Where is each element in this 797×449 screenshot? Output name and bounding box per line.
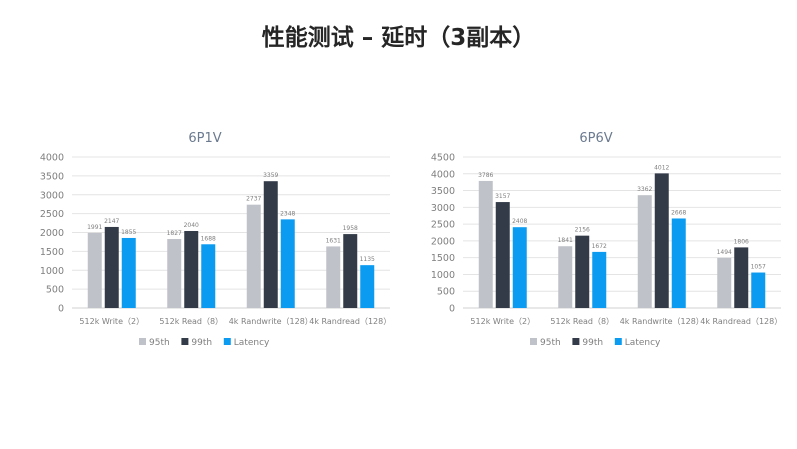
chart1-legend-swatch: [614, 338, 622, 345]
chart1-category-label: 512k Read（8）: [550, 317, 614, 326]
chart0-data-label: 1688: [201, 235, 216, 242]
chart1-ytick-label: 1000: [431, 270, 455, 281]
chart1-bar-95th: [717, 257, 732, 308]
chart0-ytick-label: 3500: [40, 171, 64, 182]
chart1-data-label: 2156: [575, 227, 590, 234]
chart0-bar-99th: [343, 234, 358, 308]
chart0-data-label: 1958: [343, 225, 358, 232]
chart1-data-label: 1806: [734, 238, 749, 245]
chart1-data-label: 3362: [637, 186, 652, 193]
chart-6p1v-svg: 6P1V 0 500 1000 1500 2000 2500 3000 3500 4000 1991…: [40, 131, 391, 348]
chart0-bar-latency: [201, 244, 216, 308]
chart1-data-label: 1494: [717, 249, 732, 256]
chart1-category-label: 4k Randread（128）: [700, 317, 782, 326]
chart1-ytick-label: 0: [449, 304, 455, 315]
chart0-title: 6P1V: [188, 131, 221, 146]
chart1-data-label: 2408: [512, 218, 527, 225]
chart0-ytick-label: 1500: [40, 247, 64, 258]
chart0-data-label: 3359: [263, 172, 278, 179]
chart0-data-label: 2348: [280, 210, 295, 217]
chart0-legend-label: 95th: [149, 338, 170, 348]
chart0-bar-99th: [263, 181, 278, 308]
chart1-ytick-label: 4000: [431, 169, 455, 180]
chart1-legend-label: Latency: [625, 338, 661, 348]
chart0-data-label: 2040: [184, 222, 199, 229]
chart0-ytick-label: 0: [58, 304, 64, 315]
chart1-data-label: 3786: [478, 172, 493, 179]
chart0-bar-latency: [280, 219, 295, 308]
chart1-title: 6P6V: [579, 131, 612, 146]
chart-6p6v: 6P6V 0 500 1000 1500 2000 2500 3000 3500 4000 4500…: [401, 120, 791, 360]
chart0-category-label: 4k Randwrite（128）: [229, 317, 313, 326]
slide-title: 性能测试 – 延时（3副本）: [261, 25, 536, 51]
chart1-ytick-label: 4500: [431, 153, 455, 164]
chart0-ytick-label: 2000: [40, 228, 64, 239]
chart1-data-label: 2668: [671, 209, 686, 216]
chart1-data-label: 1841: [558, 237, 573, 244]
chart1-legend-swatch: [572, 338, 580, 345]
chart0-data-label: 1991: [87, 224, 102, 231]
chart1-ytick-label: 3000: [431, 203, 455, 214]
chart1-ytick-label: 2500: [431, 220, 455, 231]
chart1-category-label: 512k Write（2）: [470, 317, 535, 326]
chart1-bar-95th: [558, 246, 573, 308]
chart1-legend-label: 95th: [540, 338, 561, 348]
chart0-legend-swatch: [223, 338, 231, 345]
chart0-data-label: 1631: [326, 237, 341, 244]
chart0-data-label: 1855: [121, 229, 136, 236]
chart0-ytick-label: 1000: [40, 266, 64, 277]
chart0-bar-95th: [326, 246, 341, 308]
chart0-legend-label: 99th: [191, 338, 212, 348]
chart1-ytick-label: 2000: [431, 236, 455, 247]
chart1-bar-99th: [654, 173, 669, 308]
chart0-category-label: 4k Randread（128）: [309, 317, 391, 326]
chart0-data-label: 2147: [104, 218, 119, 225]
chart0-data-label: 1135: [360, 256, 375, 263]
chart1-legend-swatch: [530, 338, 537, 345]
chart0-ytick-label: 2500: [40, 209, 64, 220]
chart0-bar-95th: [87, 232, 102, 308]
chart0-bar-95th: [167, 239, 182, 308]
chart1-bar-99th: [495, 202, 510, 308]
chart0-ytick-label: 3000: [40, 190, 64, 201]
chart1-legend-label: 99th: [582, 338, 603, 348]
chart1-bar-99th: [575, 235, 590, 308]
chart1-ytick-label: 500: [437, 287, 455, 298]
chart1-data-label: 1057: [751, 264, 766, 271]
chart1-bar-95th: [637, 195, 652, 308]
chart0-bar-99th: [184, 230, 199, 308]
chart0-legend-swatch: [181, 338, 189, 345]
chart0-data-label: 1827: [167, 230, 182, 237]
chart0-bar-99th: [104, 226, 119, 308]
chart1-ytick-label: 1500: [431, 253, 455, 264]
chart1-data-label: 1672: [592, 243, 607, 250]
chart1-data-label: 4012: [654, 164, 669, 171]
chart1-ytick-label: 3500: [431, 186, 455, 197]
chart0-bar-95th: [246, 204, 261, 308]
chart1-bar-95th: [478, 180, 493, 308]
chart0-bar-latency: [360, 265, 375, 308]
chart1-bar-latency: [512, 227, 527, 308]
chart-6p6v-svg: 6P6V 0 500 1000 1500 2000 2500 3000 3500 4000 4500…: [431, 131, 782, 348]
chart0-bar-latency: [121, 237, 136, 308]
chart0-data-label: 2737: [246, 196, 261, 203]
chart1-bar-latency: [751, 272, 766, 308]
chart1-bar-latency: [671, 218, 686, 308]
chart1-bar-99th: [734, 247, 749, 308]
chart0-category-label: 512k Read（8）: [159, 317, 223, 326]
chart1-data-label: 3157: [495, 193, 510, 200]
chart0-ytick-label: 4000: [40, 153, 64, 164]
chart0-legend-swatch: [139, 338, 146, 345]
chart0-category-label: 512k Write（2）: [79, 317, 144, 326]
chart1-category-label: 4k Randwrite（128）: [620, 317, 704, 326]
chart0-ytick-label: 500: [46, 285, 64, 296]
chart-6p1v: 6P1V 0 500 1000 1500 2000 2500 3000 3500 4000 1991…: [10, 120, 400, 360]
chart0-legend-label: Latency: [234, 338, 270, 348]
chart1-bar-latency: [592, 251, 607, 308]
